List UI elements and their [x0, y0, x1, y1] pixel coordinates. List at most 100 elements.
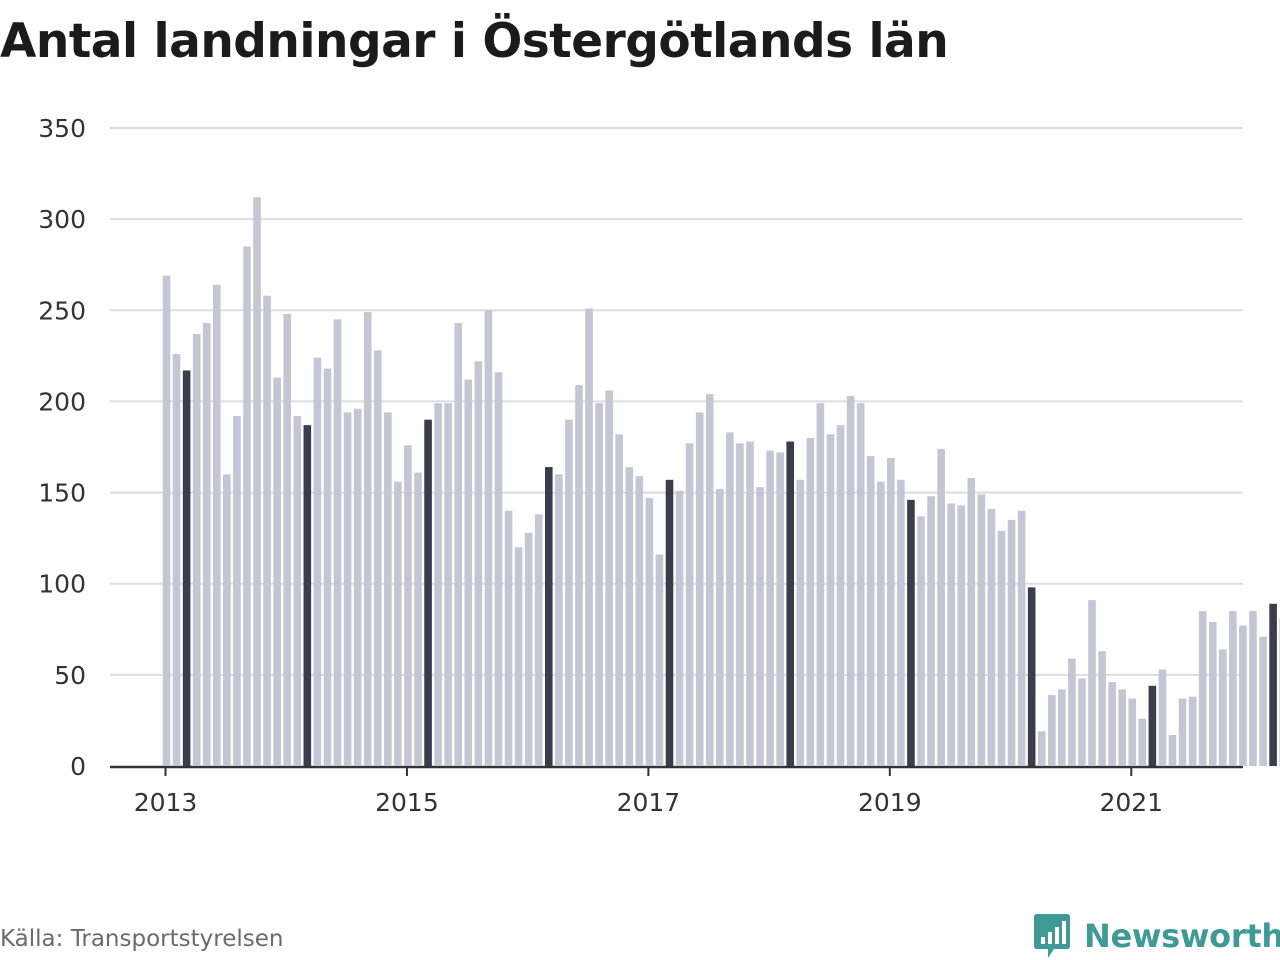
bar — [716, 488, 724, 766]
y-tick-label: 50 — [54, 661, 86, 690]
bar — [856, 403, 865, 766]
bar — [213, 284, 221, 766]
y-tick-label: 0 — [70, 752, 86, 781]
bar — [464, 379, 473, 766]
bar — [343, 412, 352, 766]
bar — [595, 403, 603, 766]
bar — [826, 434, 835, 766]
bar — [394, 481, 402, 766]
bar — [384, 412, 392, 766]
bar — [645, 498, 654, 766]
brand-name: Newsworthy — [1084, 917, 1280, 955]
bar — [937, 448, 945, 766]
bar — [907, 499, 915, 766]
bar — [263, 295, 271, 766]
bar — [866, 456, 875, 766]
bar — [544, 467, 553, 766]
bar — [635, 476, 644, 766]
bar — [223, 474, 231, 766]
bar — [1068, 658, 1076, 766]
bar — [404, 445, 412, 766]
y-tick-label: 350 — [38, 114, 86, 143]
bar — [273, 377, 281, 766]
bar — [1158, 669, 1167, 766]
bar — [253, 197, 261, 767]
bar — [786, 441, 795, 766]
bar — [313, 357, 322, 766]
bar — [243, 246, 251, 766]
bar — [1027, 587, 1036, 766]
bar — [846, 395, 855, 766]
bar — [1198, 611, 1207, 766]
source-note: Källa: Transportstyrelsen — [0, 926, 284, 952]
bar — [605, 390, 613, 766]
bar — [806, 437, 815, 766]
bar — [303, 425, 312, 766]
bar — [695, 412, 704, 766]
bar — [1017, 510, 1026, 766]
bar — [363, 312, 372, 766]
bar — [736, 443, 744, 766]
bar — [1229, 611, 1237, 766]
bar — [283, 313, 292, 766]
bar — [1108, 682, 1116, 766]
bar — [182, 370, 191, 766]
bar — [424, 419, 432, 766]
bar — [202, 323, 211, 766]
bar — [1269, 603, 1277, 766]
y-tick-label: 100 — [38, 570, 86, 599]
bar — [1047, 694, 1056, 766]
x-tick-label: 2019 — [858, 788, 922, 817]
bar — [685, 443, 694, 766]
bar — [524, 532, 533, 766]
bar — [655, 554, 664, 766]
bar — [1078, 678, 1086, 766]
bar — [967, 477, 976, 766]
bar — [615, 434, 623, 766]
bar — [625, 467, 634, 766]
bar — [796, 479, 805, 766]
y-tick-label: 150 — [38, 479, 86, 508]
x-tick-label: 2017 — [617, 788, 681, 817]
bar — [977, 494, 986, 766]
bar — [494, 372, 503, 766]
bar — [1098, 651, 1106, 766]
bar — [534, 514, 543, 766]
bar — [756, 487, 764, 766]
bar — [876, 481, 885, 766]
bar — [1128, 698, 1137, 766]
bar — [1037, 731, 1046, 766]
bar — [1168, 735, 1177, 766]
bar — [373, 350, 382, 766]
y-tick-label: 250 — [38, 296, 86, 325]
bar — [414, 472, 422, 766]
bar — [746, 441, 754, 766]
bar — [333, 319, 342, 766]
bar — [293, 416, 302, 766]
x-tick-label: 2021 — [1099, 788, 1163, 817]
bar — [1138, 718, 1147, 766]
bar — [353, 408, 362, 766]
bar — [675, 490, 684, 766]
bar — [1058, 689, 1066, 766]
bar — [766, 450, 774, 766]
bar — [474, 361, 483, 766]
bar — [776, 452, 784, 766]
newsworthy-logo-icon — [1034, 914, 1070, 958]
bar — [162, 275, 171, 766]
x-tick-label: 2015 — [375, 788, 439, 817]
bar — [504, 510, 513, 766]
bars — [162, 197, 1280, 767]
bar — [997, 530, 1006, 766]
bar — [887, 457, 895, 766]
bar — [1239, 625, 1247, 766]
bar — [172, 354, 181, 766]
bar-chart: 0 50 100 150 200 250 300 350 2013 2015 2017 2019 20… — [38, 114, 1280, 817]
y-tick-label: 200 — [38, 387, 86, 416]
bar — [192, 333, 201, 766]
bar — [1088, 600, 1096, 766]
bar — [233, 416, 241, 766]
bar — [836, 425, 845, 766]
bar — [514, 547, 523, 766]
x-axis-ticks: 201320152017201920212023 — [134, 766, 1163, 817]
